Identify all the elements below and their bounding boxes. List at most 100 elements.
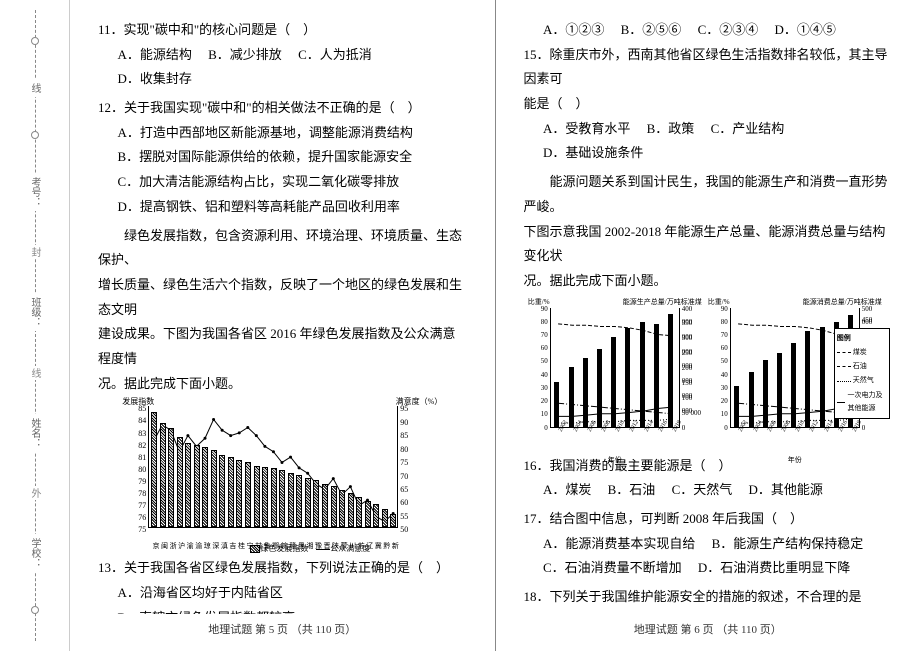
passage: 下图示意我国 2002-2018 年能源生产总量、能源消费总量与结构变化状 (524, 220, 893, 269)
q16: 16．我国消费的最主要能源是（ ） A．煤炭 B．石油 C．天然气 D．其他能源 (524, 454, 893, 503)
q-opts: A．沿海省区均好于内陆省区 B．直辖市绿色发展指数都较高 C．绿色发展指数与公众… (98, 581, 467, 614)
binding-circle (31, 37, 39, 45)
q-opts: A．能源消费基本实现自给 B．能源生产结构保持稳定 C．石油消费量不断增加 D．… (524, 532, 893, 581)
q-opt: B．能源生产结构保持稳定 (712, 532, 864, 557)
legend-item: 绿色发展指数 (250, 541, 308, 556)
binding-circle (31, 606, 39, 614)
passage: 绿色发展指数，包含资源利用、环境治理、环境质量、生态保护、 (98, 224, 467, 273)
q-opt: C．②③④ (698, 18, 759, 43)
page-right: A．①②③ B．②⑤⑥ C．②③④ D．①④⑤ 15．除重庆市外，西南其他省区绿… (495, 0, 920, 651)
q-opt: B．②⑤⑥ (621, 18, 682, 43)
q-opt: B．政策 (647, 117, 695, 142)
legend-item: 公众满意度 (316, 541, 370, 556)
page-right-content: A．①②③ B．②⑤⑥ C．②③④ D．①④⑤ 15．除重庆市外，西南其他省区绿… (524, 18, 893, 614)
q-opt: C．产业结构 (711, 117, 785, 142)
legend-swatch (837, 402, 846, 403)
chart-plot: 京闽浙沪渝渝琼深滇吉桂宁甘鲁鄂皖赣黑湘豫晋陕蒙川苏辽冀黔新 (148, 406, 398, 528)
legend-title: 图例 (837, 332, 887, 345)
q17: 17．结合图中信息，可判断 2008 年后我国（ ） A．能源消费基本实现自给 … (524, 507, 893, 581)
page-footer: 地理试题 第 6 页 （共 110 页） (524, 614, 893, 641)
q-opt: B．摆脱对国际能源供给的依赖，提升国家能源安全 (118, 145, 467, 170)
binding-label: 封 (25, 245, 44, 259)
q-opt: B．直辖市绿色发展指数都较高 (118, 606, 296, 614)
legend-swatch (837, 366, 851, 367)
q-stem: 13．关于我国各省区绿色发展指数，下列说法正确的是（ ） (98, 556, 467, 581)
binding-label: 线 (25, 79, 44, 97)
q-opt: A．受教育水平 (543, 117, 630, 142)
binding-label: 姓名： (25, 414, 44, 452)
q-opt: A．①②③ (543, 18, 604, 43)
legend-label: 天然气 (853, 374, 874, 387)
page-left-content: 11．实现"碳中和"的核心问题是（ ） A．能源结构 B．减少排放 C．人为抵消… (98, 18, 467, 614)
q-stem: 18．下列关于我国维护能源安全的措施的叙述，不合理的是（ ） (524, 585, 893, 614)
q-opt: C．加大清洁能源结构占比，实现二氧化碳零排放 (118, 170, 467, 195)
q11: 11．实现"碳中和"的核心问题是（ ） A．能源结构 B．减少排放 C．人为抵消… (98, 18, 467, 92)
binding-label: 班级： (25, 293, 44, 331)
passage: 建设成果。下图为我国各省区 2016 年绿色发展指数及公众满意程度情 (98, 322, 467, 371)
q-opt: C．天然气 (672, 478, 733, 503)
chart-legend: 图例 煤炭 石油 天然气 一次电力及其他能源 (834, 328, 890, 420)
q12: 12．关于我国实现"碳中和"的相关做法不正确的是（ ） A．打造中西部地区新能源… (98, 96, 467, 219)
chart-energy: 比重/% 能源生产总量/万吨标准煤 2002200420062008201020… (528, 298, 888, 448)
q-stem: 17．结合图中信息，可判断 2008 年后我国（ ） (524, 507, 893, 532)
legend-item: 天然气 (837, 374, 887, 387)
chart-panel-production: 比重/% 能源生产总量/万吨标准煤 2002200420062008201020… (528, 298, 702, 448)
page-left: 11．实现"碳中和"的核心问题是（ ） A．能源结构 B．减少排放 C．人为抵消… (70, 0, 495, 651)
q-opt: A．煤炭 (543, 478, 591, 503)
q-opt: D．①④⑤ (774, 18, 835, 43)
q-stem: 12．关于我国实现"碳中和"的相关做法不正确的是（ ） (98, 96, 467, 121)
binding-label: 学校： (25, 534, 44, 572)
q-stem: 16．我国消费的最主要能源是（ ） (524, 454, 893, 479)
page-footer: 地理试题 第 5 页 （共 110 页） (98, 614, 467, 641)
q13: 13．关于我国各省区绿色发展指数，下列说法正确的是（ ） A．沿海省区均好于内陆… (98, 556, 467, 614)
legend-label: 一次电力及其他能源 (847, 389, 886, 416)
q-stem: 11．实现"碳中和"的核心问题是（ ） (98, 18, 467, 43)
q-stem: 15．除重庆市外，西南其他省区绿色生活指数排名较低，其主导因素可 (524, 43, 893, 92)
binding-label: 外 (25, 486, 44, 500)
legend-label: 绿色发展指数 (260, 544, 308, 553)
legend-swatch (250, 545, 260, 553)
legend-label: 石油 (853, 360, 867, 373)
q-opt: C．人为抵消 (298, 43, 372, 68)
q-opt: D．基础设施条件 (543, 141, 643, 166)
passage: 能源问题关系到国计民生，我国的能源生产和消费一直形势严峻。 (524, 170, 893, 219)
page-spread: 11．实现"碳中和"的核心问题是（ ） A．能源结构 B．减少排放 C．人为抵消… (70, 0, 920, 651)
legend-label: 公众满意度 (330, 544, 370, 553)
legend-item: 煤炭 (837, 346, 887, 359)
q-opt: B．减少排放 (208, 43, 282, 68)
q-opt: A．沿海省区均好于内陆省区 (118, 581, 283, 606)
q-stem: 能是（ ） (524, 92, 893, 117)
chart-green-index: 发展指数 满意度（%） 京闽浙沪渝渝琼深滇吉桂宁甘鲁鄂皖赣黑湘豫晋陕蒙川苏辽冀黔… (122, 400, 442, 550)
axis-label: 年份 (788, 454, 802, 467)
legend-swatch (837, 352, 851, 353)
legend-swatch (837, 381, 851, 382)
q-opt: A．打造中西部地区新能源基地，调整能源消费结构 (118, 121, 467, 146)
q-opt: D．收集封存 (118, 67, 192, 92)
q-opt: C．石油消费量不断增加 (543, 556, 682, 581)
binding-margin: 线 考号： 封 班级： 线 姓名： 外 学校： (0, 0, 70, 651)
q-opt: A．能源结构 (118, 43, 192, 68)
q15: 15．除重庆市外，西南其他省区绿色生活指数排名较低，其主导因素可 能是（ ） A… (524, 43, 893, 166)
q14-opts: A．①②③ B．②⑤⑥ C．②③④ D．①④⑤ (524, 18, 893, 43)
passage: 况。据此完成下面小题。 (98, 372, 467, 397)
binding-label: 考号： (25, 173, 44, 211)
q18: 18．下列关于我国维护能源安全的措施的叙述，不合理的是（ ） A．提升能源勘探开… (524, 585, 893, 614)
q-opt: D．提高钢铁、铝和塑料等高耗能产品回收利用率 (118, 195, 467, 220)
q-opt: D．石油消费比重明显下降 (698, 556, 850, 581)
q-opts: A．煤炭 B．石油 C．天然气 D．其他能源 (524, 478, 893, 503)
chart-plot: 200220042006200820102012201420162018 (550, 308, 680, 428)
legend-item: 一次电力及其他能源 (837, 389, 887, 416)
q-opt: A．能源消费基本实现自给 (543, 532, 695, 557)
legend-item: 石油 (837, 360, 887, 373)
q-opt: D．其他能源 (748, 478, 822, 503)
legend-swatch (316, 549, 330, 550)
q-opts: A．能源结构 B．减少排放 C．人为抵消 D．收集封存 (98, 43, 467, 92)
q-opts: A．受教育水平 B．政策 C．产业结构 D．基础设施条件 (524, 117, 893, 166)
chart-legend: 绿色发展指数 公众满意度 (250, 541, 370, 556)
binding-circle (31, 131, 39, 139)
binding-label: 线 (25, 366, 44, 380)
passage: 况。据此完成下面小题。 (524, 269, 893, 294)
legend-label: 煤炭 (853, 346, 867, 359)
passage: 增长质量、绿色生活六个指数，反映了一个地区的绿色发展和生态文明 (98, 273, 467, 322)
axis-label: 年份 (608, 454, 622, 467)
